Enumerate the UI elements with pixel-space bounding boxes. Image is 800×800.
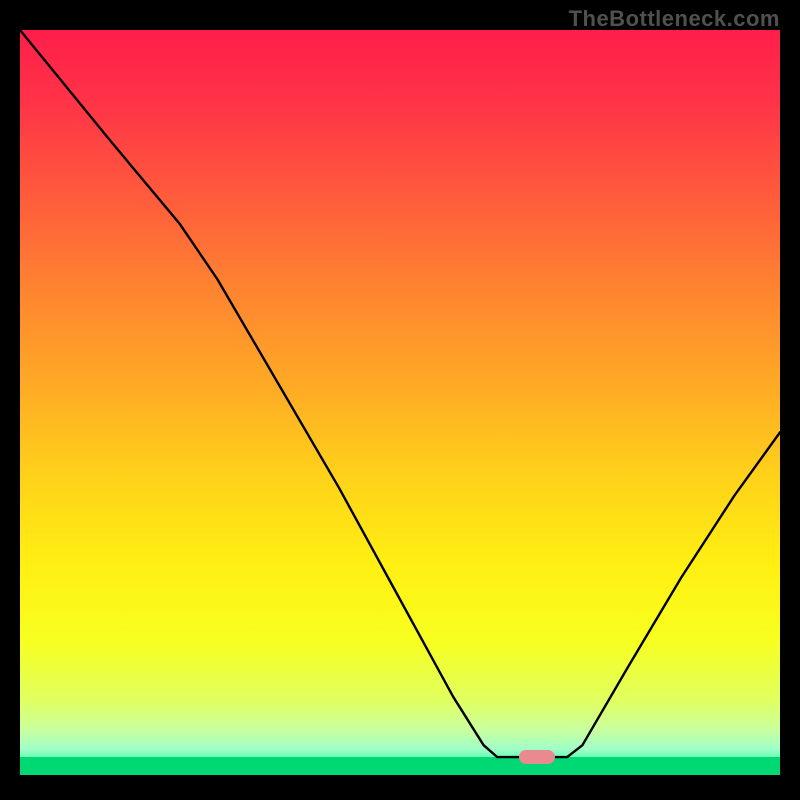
plot-area — [20, 30, 780, 775]
bottleneck-curve — [20, 30, 780, 775]
watermark-text: TheBottleneck.com — [569, 6, 780, 32]
chart-frame: TheBottleneck.com — [0, 0, 800, 800]
current-config-marker — [519, 750, 555, 764]
curve-path — [20, 30, 780, 757]
